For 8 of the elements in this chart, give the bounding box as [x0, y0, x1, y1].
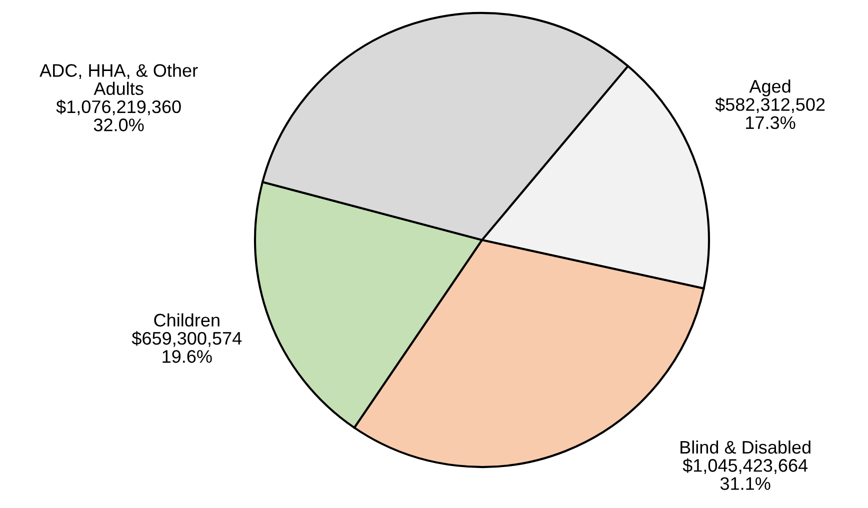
slice-label: Aged — [749, 80, 790, 96]
data-label: $1,076,219,360 32.0% — [56, 100, 181, 132]
data-label: $659,300,574 19.6% — [132, 331, 242, 363]
data-label: $1,045,423,664 31.1% — [682, 458, 808, 490]
slice-label: ADC, HHA, & Other Adults — [40, 64, 198, 96]
slice-label: Children — [154, 313, 220, 327]
slice-label: Blind & Disabled — [680, 440, 810, 454]
data-label: $582,312,502 17.3% — [715, 97, 825, 130]
